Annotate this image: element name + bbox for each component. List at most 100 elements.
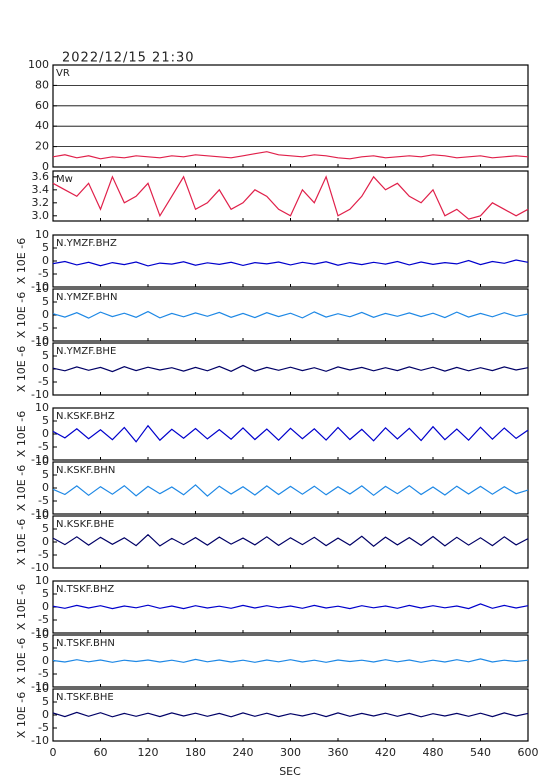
y-tick-label: -5	[38, 613, 49, 626]
trace	[52, 603, 529, 610]
y-tick-label: 0	[42, 308, 49, 321]
y-tick-label: -10	[31, 626, 49, 639]
panel-label: N.YMZF.BHE	[56, 346, 116, 357]
y-tick-label: 40	[35, 119, 49, 132]
panel-frame	[52, 64, 529, 168]
y-tick-label: 0	[42, 254, 49, 267]
x-tick-label: 420	[375, 746, 396, 759]
trace	[52, 310, 529, 319]
y-tick-label: -10	[31, 734, 49, 747]
y-tick-label: 5	[42, 641, 49, 654]
y-tick-label: 10	[35, 455, 49, 468]
trace	[52, 259, 529, 267]
y-axis-label: X 10E -6	[15, 292, 28, 338]
y-axis-label: X 10E -6	[15, 411, 28, 457]
panel-frame	[52, 461, 529, 515]
y-axis-label: X 10E -6	[15, 238, 28, 284]
y-tick-label: 20	[35, 140, 49, 153]
x-tick-label: 180	[185, 746, 206, 759]
y-tick-label: 5	[42, 414, 49, 427]
panel-frame	[52, 342, 529, 396]
panel-frame	[52, 515, 529, 569]
y-tick-label: -5	[38, 267, 49, 280]
y-tick-label: -10	[31, 507, 49, 520]
panel-label: N.KSKF.BHN	[56, 465, 115, 476]
trace	[52, 175, 529, 220]
y-tick-label: 5	[42, 241, 49, 254]
y-axis-label: X 10E -6	[15, 692, 28, 738]
y-tick-label: -5	[38, 667, 49, 680]
panel-frame	[52, 407, 529, 461]
y-tick-label: 5	[42, 349, 49, 362]
y-tick-label: 0	[42, 160, 49, 173]
panel-frame	[52, 580, 529, 634]
y-tick-label: 10	[35, 401, 49, 414]
y-tick-label: 5	[42, 587, 49, 600]
x-tick-label: 480	[423, 746, 444, 759]
y-tick-label: 5	[42, 295, 49, 308]
y-tick-label: -10	[31, 561, 49, 574]
y-tick-label: 3.6	[32, 170, 50, 183]
y-tick-label: 0	[42, 708, 49, 721]
x-tick-label: 360	[328, 746, 349, 759]
panel-label: VR	[56, 68, 70, 79]
x-tick-label: 120	[138, 746, 159, 759]
x-tick-label: 0	[50, 746, 57, 759]
trace	[52, 364, 529, 373]
panel-frame	[52, 288, 529, 342]
y-tick-label: 0	[42, 481, 49, 494]
panel-label: N.TSKF.BHZ	[56, 584, 114, 595]
panel-label: N.KSKF.BHZ	[56, 411, 115, 422]
y-axis-label: X 10E -6	[15, 465, 28, 511]
panel-frame	[52, 688, 529, 742]
y-axis-label: X 10E -6	[15, 519, 28, 565]
y-tick-label: -10	[31, 334, 49, 347]
y-tick-label: 0	[42, 535, 49, 548]
y-tick-label: 10	[35, 228, 49, 241]
y-tick-label: 5	[42, 522, 49, 535]
y-axis-label: X 10E -6	[15, 638, 28, 684]
y-tick-label: 3.2	[32, 196, 50, 209]
y-tick-label: -5	[38, 548, 49, 561]
y-tick-label: 10	[35, 336, 49, 349]
y-tick-label: 10	[35, 628, 49, 641]
panel-frame	[52, 634, 529, 688]
y-tick-label: 5	[42, 468, 49, 481]
y-tick-label: 10	[35, 682, 49, 695]
y-tick-label: 60	[35, 99, 49, 112]
trace	[52, 533, 529, 547]
y-tick-label: -10	[31, 680, 49, 693]
panel-frame	[52, 170, 529, 222]
y-tick-label: 0	[42, 600, 49, 613]
y-tick-label: -5	[38, 375, 49, 388]
y-tick-label: -10	[31, 280, 49, 293]
y-tick-label: 0	[42, 654, 49, 667]
x-tick-label: 60	[94, 746, 108, 759]
chart-title: 2022/12/15 21:30	[62, 51, 195, 66]
trace	[52, 658, 529, 663]
y-tick-label: -10	[31, 453, 49, 466]
y-tick-label: -5	[38, 721, 49, 734]
y-tick-label: -5	[38, 321, 49, 334]
y-tick-label: 3.0	[32, 209, 50, 222]
y-tick-label: 10	[35, 574, 49, 587]
y-tick-label: 5	[42, 695, 49, 708]
panel-label: N.YMZF.BHZ	[56, 238, 117, 249]
y-tick-label: -5	[38, 440, 49, 453]
y-axis-label: X 10E -6	[15, 584, 28, 630]
panel-label: N.YMZF.BHN	[56, 292, 117, 303]
panel-label: N.KSKF.BHE	[56, 519, 114, 530]
y-tick-label: -5	[38, 494, 49, 507]
y-axis-label: X 10E -6	[15, 346, 28, 392]
x-tick-label: 540	[470, 746, 491, 759]
y-tick-label: 0	[42, 427, 49, 440]
panel-label: N.TSKF.BHE	[56, 692, 114, 703]
y-tick-label: 80	[35, 78, 49, 91]
x-tick-label: 600	[518, 746, 539, 759]
trace	[52, 711, 529, 718]
panel-label: Mw	[56, 174, 73, 185]
y-tick-label: 10	[35, 509, 49, 522]
y-tick-label: -10	[31, 388, 49, 401]
trace	[52, 484, 529, 497]
